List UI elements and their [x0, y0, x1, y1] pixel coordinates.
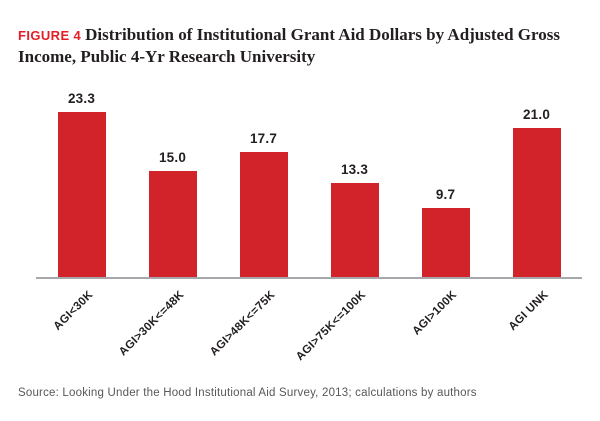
bar: 13.3 [330, 162, 379, 277]
figure-number-label: FIGURE 4 [18, 28, 82, 43]
bar-group: 21.0 [491, 100, 582, 277]
bar-value-label: 17.7 [249, 131, 278, 146]
x-axis-label-text: AGI>48K<=75K [208, 288, 278, 359]
x-axis-labels: AGI<30K AGI>30K<=48K AGI>48K<=75K AGI>75K<=… [36, 287, 582, 370]
bar: 15.0 [148, 150, 197, 277]
x-axis-label-text: AGI UNK [506, 288, 551, 334]
bar-group: 17.7 [218, 100, 309, 277]
x-axis-label-text: AGI>75K<=100K [294, 288, 369, 364]
x-axis-label-text: AGI>100K [410, 288, 460, 338]
bar: 23.3 [57, 91, 106, 277]
bar-value-label: 21.0 [522, 107, 551, 122]
bar: 17.7 [239, 131, 288, 277]
bar-value-label: 15.0 [158, 150, 187, 165]
figure-title: FIGURE 4 Distribution of Institutional Gr… [18, 24, 592, 67]
bar-group: 15.0 [127, 100, 218, 277]
bar-group: 9.7 [400, 100, 491, 277]
bar: 9.7 [421, 187, 470, 277]
source-note: Source: Looking Under the Hood Instituti… [18, 387, 477, 399]
figure-title-text: Distribution of Institutional Grant Aid … [18, 25, 560, 66]
plot-area: 23.3 15.0 17.7 13.3 9.7 21.0 [36, 91, 582, 279]
bar: 21.0 [512, 107, 561, 277]
bar-value-label: 9.7 [435, 187, 456, 202]
bar-group: 13.3 [309, 100, 400, 277]
bar-value-label: 23.3 [67, 91, 96, 106]
x-axis-label-text: AGI>30K<=48K [117, 288, 187, 359]
bar-group: 23.3 [36, 91, 127, 277]
x-axis-label-text: AGI<30K [51, 288, 96, 333]
bar-chart: 23.3 15.0 17.7 13.3 9.7 21.0 AGI<30K AGI>30K<=… [36, 91, 582, 370]
bar-value-label: 13.3 [340, 162, 369, 177]
